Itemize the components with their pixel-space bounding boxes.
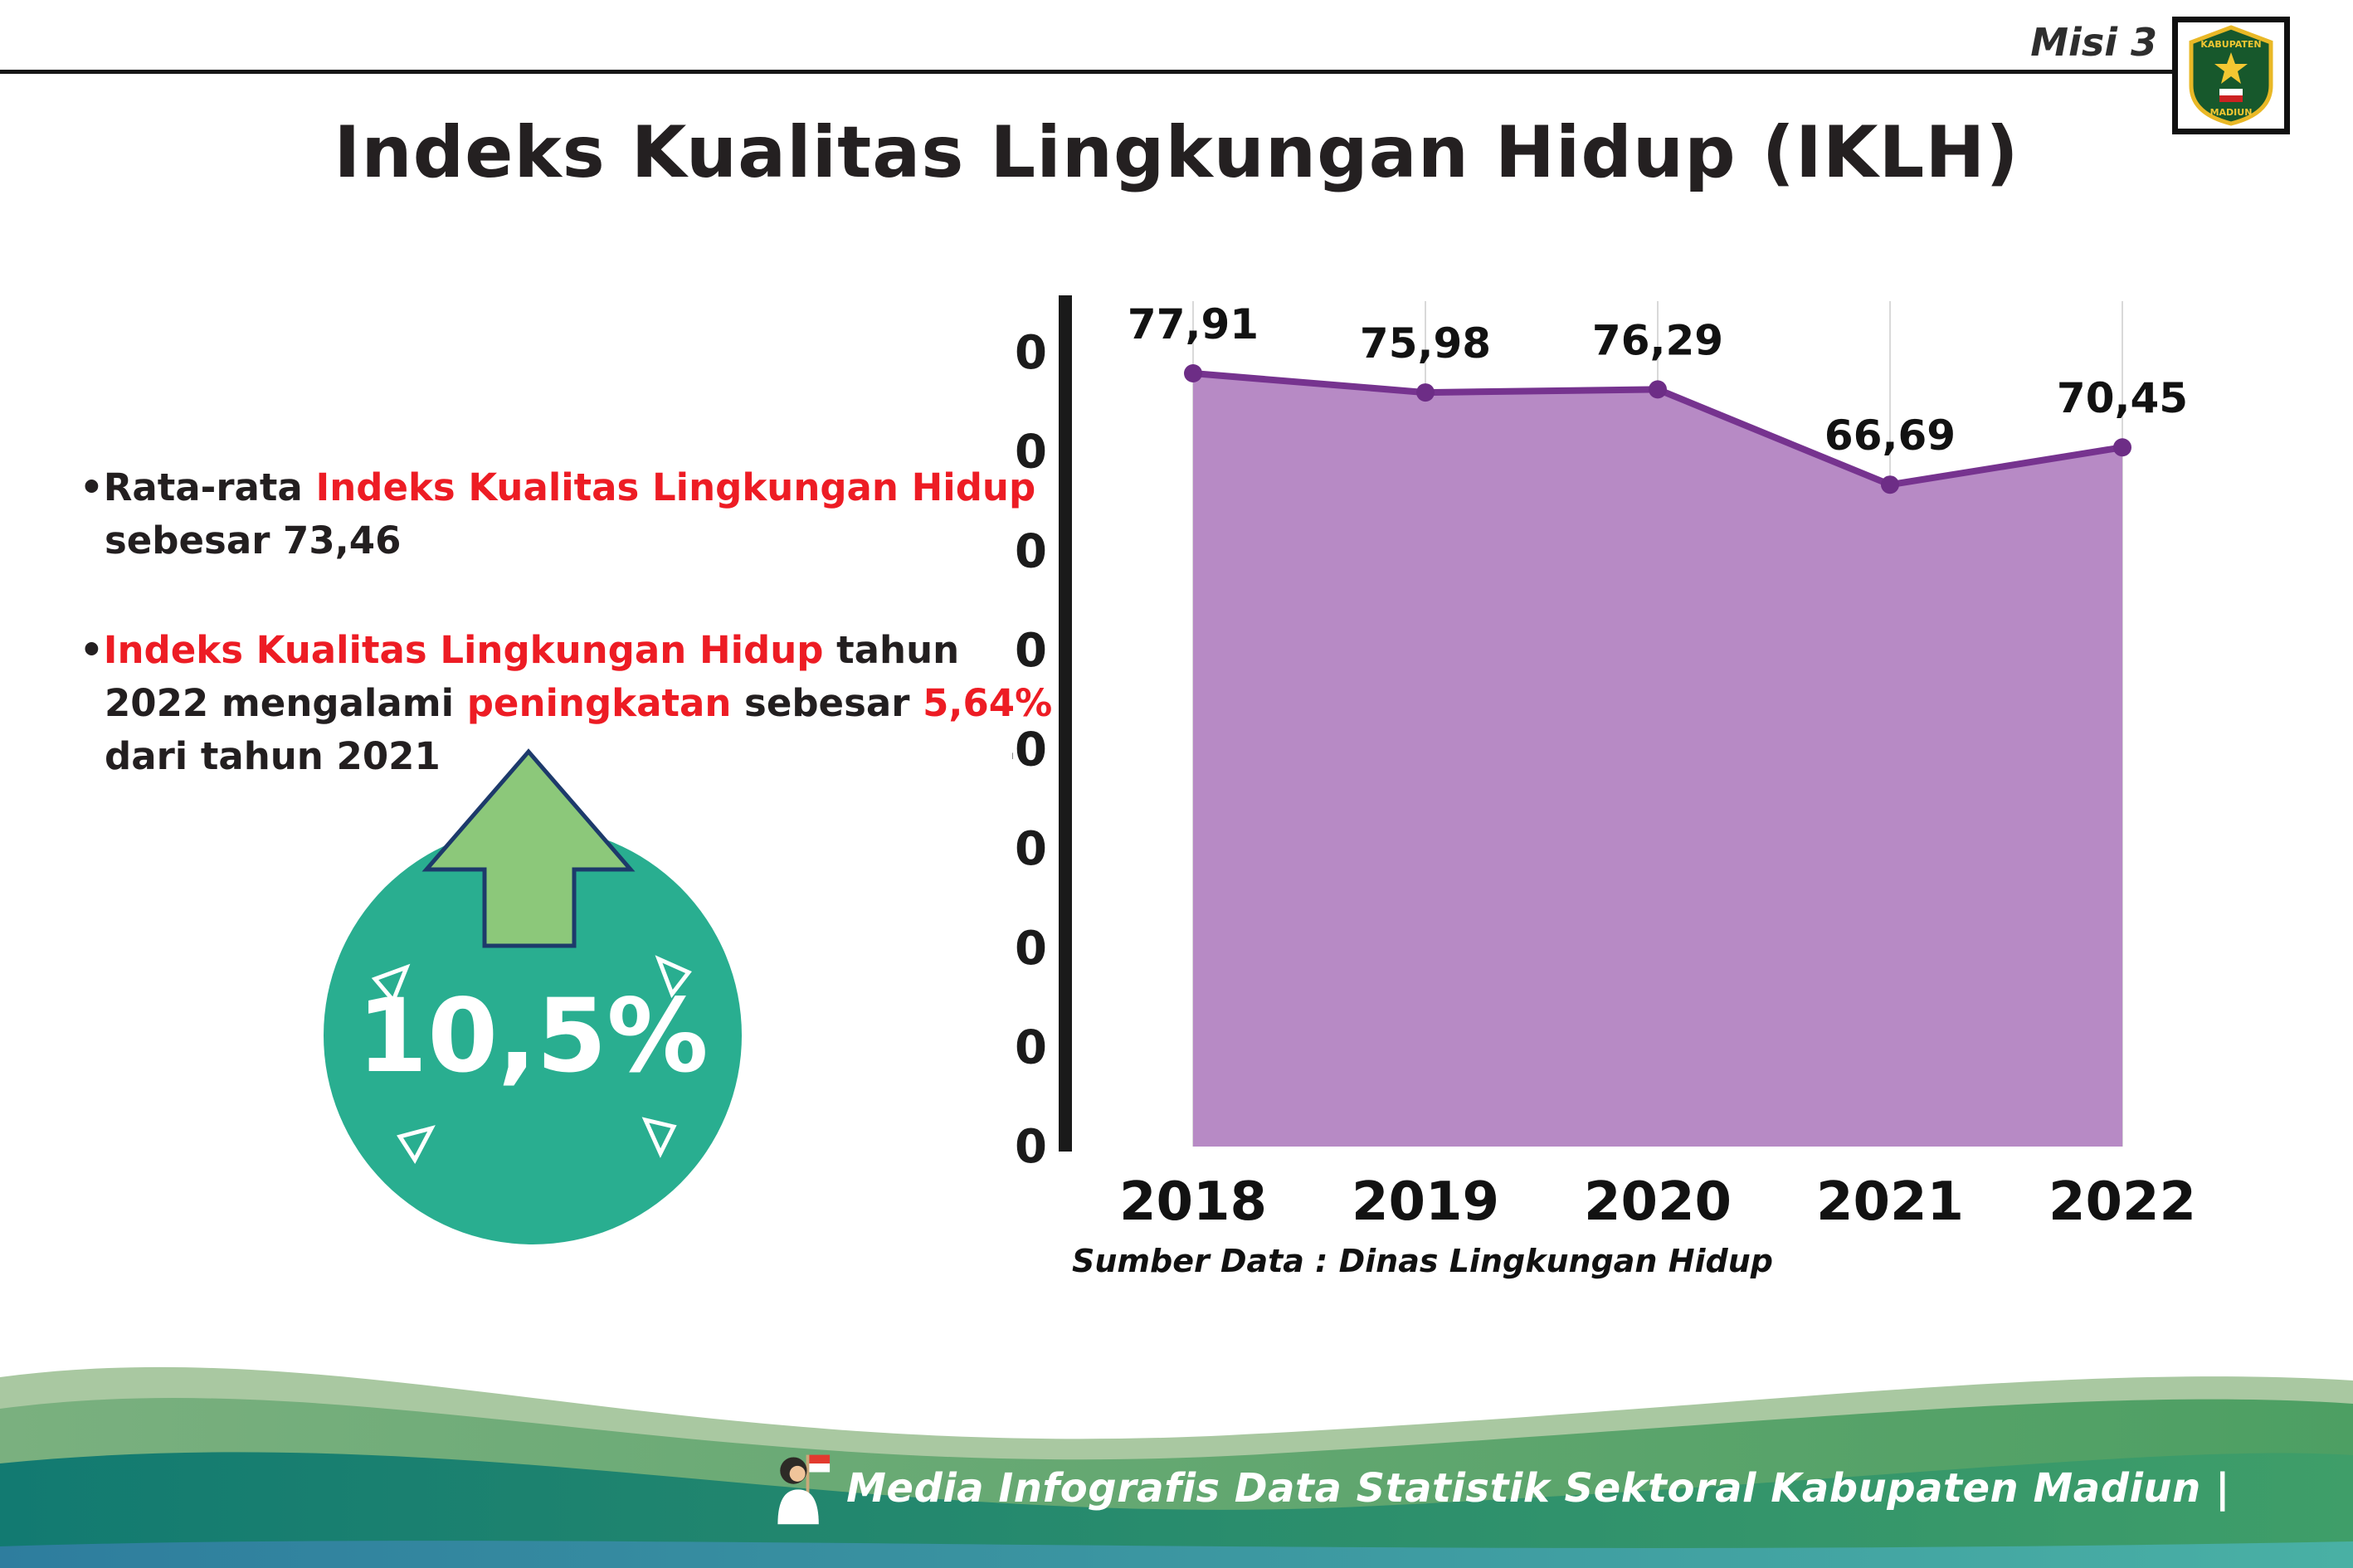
- triangle-tick-icon: [655, 955, 692, 999]
- wave-teal: [0, 1452, 2353, 1568]
- y-axis-label: 20: [1012, 922, 1047, 976]
- footer-credit: Media Infografis Data Statistik Sektoral…: [768, 1449, 2230, 1527]
- badge-value: 10,5%: [357, 977, 708, 1095]
- crest-top-text: KABUPATEN: [2200, 39, 2261, 50]
- y-axis-label: 80: [1012, 326, 1047, 380]
- x-axis-label: 2022: [2049, 1171, 2196, 1233]
- data-point: [1416, 383, 1435, 402]
- bullet2-text-3: peningkatan: [466, 680, 732, 725]
- crest-icon: KABUPATEN MADIUN: [2189, 25, 2273, 126]
- badge-tick-triangles: [371, 955, 692, 1164]
- area-fill: [1193, 373, 2122, 1147]
- bullet2-text-1: Indeks Kualitas Lingkungan Hidup: [103, 627, 824, 672]
- page-title: Indeks Kualitas Lingkungan Hidup (IKLH): [334, 111, 2019, 194]
- value-label: 76,29: [1592, 316, 1723, 364]
- iklh-chart-svg: 0 10 20 30 40 50 60 70 80 77,91 75,98 76,29 66,69 70,…: [982, 295, 2196, 1233]
- triangle-tick-icon: [641, 1117, 677, 1158]
- value-label: 66,69: [1824, 411, 1956, 460]
- triangle-tick-icon: [397, 1125, 436, 1164]
- x-axis-label: 2018: [1119, 1171, 1267, 1233]
- bullet2-text-6: dari tahun 2021: [105, 733, 441, 778]
- y-axis-label: 0: [1015, 1120, 1047, 1174]
- y-axis-label: 10: [1012, 1020, 1047, 1074]
- mascot-icon: [777, 1454, 831, 1525]
- triangle-tick-icon: [371, 963, 411, 1005]
- footer-credit-text: Media Infografis Data Statistik Sektoral…: [846, 1464, 2230, 1512]
- data-point: [1649, 380, 1667, 399]
- data-point: [1881, 475, 1899, 494]
- footer-waves: [0, 1366, 2353, 1568]
- bullet1-text-2: Indeks Kualitas Lingkungan Hidup: [315, 465, 1036, 509]
- x-axis-label: 2020: [1584, 1171, 1732, 1233]
- footer: Media Infografis Data Statistik Sektoral…: [0, 1337, 2353, 1568]
- bullet-average-iklh: •Rata-rata Indeks Kualitas Lingkungan Hi…: [80, 461, 1059, 567]
- y-axis-label: 50: [1012, 624, 1047, 678]
- top-divider: [0, 70, 2177, 74]
- y-axis-label: 70: [1012, 426, 1047, 480]
- data-point: [2113, 438, 2131, 457]
- increase-badge: 10,5%: [315, 745, 780, 1263]
- bullet-list: •Rata-rata Indeks Kualitas Lingkungan Hi…: [80, 461, 1059, 839]
- bullet2-text-5: 5,64%: [923, 680, 1053, 725]
- y-axis-label: 60: [1012, 524, 1047, 578]
- crest-flag-white: [2219, 89, 2243, 95]
- value-label: 70,45: [2057, 374, 2188, 422]
- iklh-chart: 0 10 20 30 40 50 60 70 80 77,91 75,98 76,29 66,69 70,…: [982, 289, 2273, 1326]
- bullet2-text-2: tahun 2022 mengalami: [105, 627, 960, 725]
- y-axis-label: 40: [1012, 723, 1047, 777]
- misi-label: Misi 3: [2030, 20, 2157, 65]
- crest-flag-red: [2219, 95, 2243, 102]
- x-axis-label: 2021: [1816, 1171, 1964, 1233]
- bullet1-text-3: sebesar 73,46: [105, 518, 402, 562]
- bullet-dot: •: [80, 627, 104, 672]
- up-arrow-icon: [421, 748, 636, 948]
- bullet-increase-2022: •Indeks Kualitas Lingkungan Hidup tahun …: [80, 624, 1059, 783]
- badge-circle: [324, 826, 742, 1244]
- value-label: 77,91: [1128, 300, 1259, 348]
- crest-bottom-text: MADIUN: [2210, 107, 2253, 118]
- star-icon: [2214, 52, 2248, 84]
- data-point: [1184, 364, 1202, 383]
- bullet2-text-4: sebesar: [731, 680, 923, 725]
- value-label: 75,98: [1360, 319, 1491, 368]
- y-axis-label: 30: [1012, 822, 1047, 876]
- x-axis-label: 2019: [1352, 1171, 1499, 1233]
- kabupaten-madiun-logo: KABUPATEN MADIUN: [2172, 17, 2290, 134]
- wave-bottom: [0, 1541, 2353, 1568]
- bullet1-text-1: Rata-rata: [103, 465, 316, 509]
- data-source: Sumber Data : Dinas Lingkungan Hidup: [1072, 1243, 1773, 1279]
- bullet-dot: •: [80, 465, 104, 509]
- increase-badge-graphic: 10,5%: [324, 748, 742, 1244]
